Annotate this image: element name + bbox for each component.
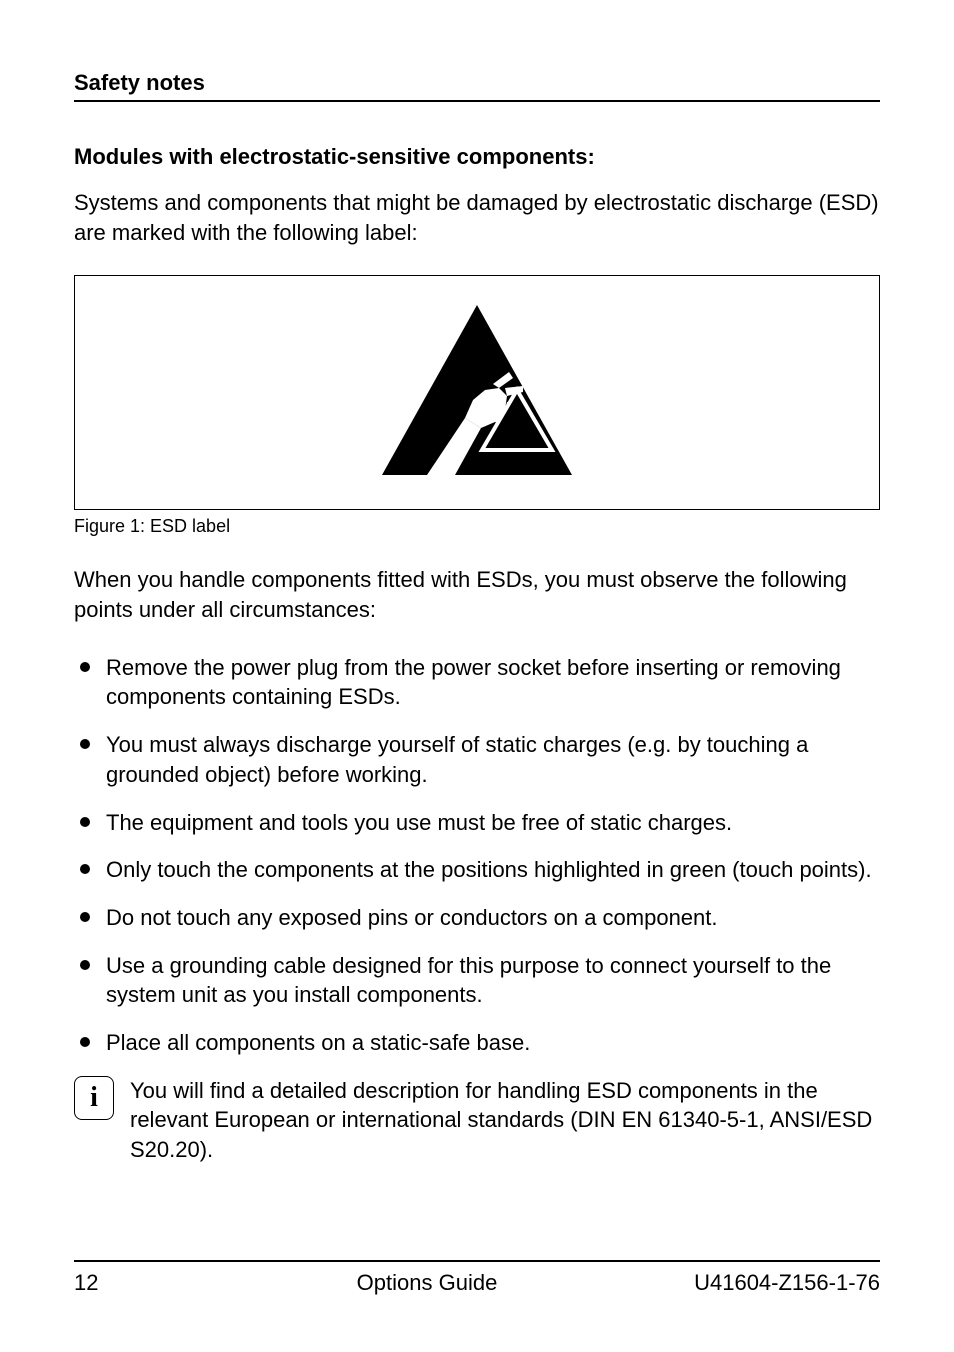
header-title: Safety notes: [74, 70, 880, 96]
footer-title: Options Guide: [194, 1270, 660, 1296]
list-item: Place all components on a static-safe ba…: [74, 1028, 880, 1058]
page-number: 12: [74, 1270, 194, 1296]
after-figure-paragraph: When you handle components fitted with E…: [74, 565, 880, 624]
list-item: Do not touch any exposed pins or conduct…: [74, 903, 880, 933]
figure-box: [74, 275, 880, 510]
page-footer: 12 Options Guide U41604-Z156-1-76: [74, 1260, 880, 1296]
esd-label-icon: [377, 300, 577, 480]
list-item: You must always discharge yourself of st…: [74, 730, 880, 789]
info-note: i You will find a detailed description f…: [74, 1076, 880, 1165]
section-heading: Modules with electrostatic-sensitive com…: [74, 144, 880, 170]
list-item: Remove the power plug from the power soc…: [74, 653, 880, 712]
info-text: You will find a detailed description for…: [130, 1076, 880, 1165]
intro-paragraph: Systems and components that might be dam…: [74, 188, 880, 247]
list-item: Only touch the components at the positio…: [74, 855, 880, 885]
bullet-list: Remove the power plug from the power soc…: [74, 653, 880, 1058]
footer-reference: U41604-Z156-1-76: [660, 1270, 880, 1296]
page-header: Safety notes: [74, 70, 880, 102]
figure-caption: Figure 1: ESD label: [74, 516, 880, 537]
list-item: Use a grounding cable designed for this …: [74, 951, 880, 1010]
info-symbol: i: [90, 1084, 98, 1112]
list-item: The equipment and tools you use must be …: [74, 808, 880, 838]
info-icon: i: [74, 1076, 114, 1120]
